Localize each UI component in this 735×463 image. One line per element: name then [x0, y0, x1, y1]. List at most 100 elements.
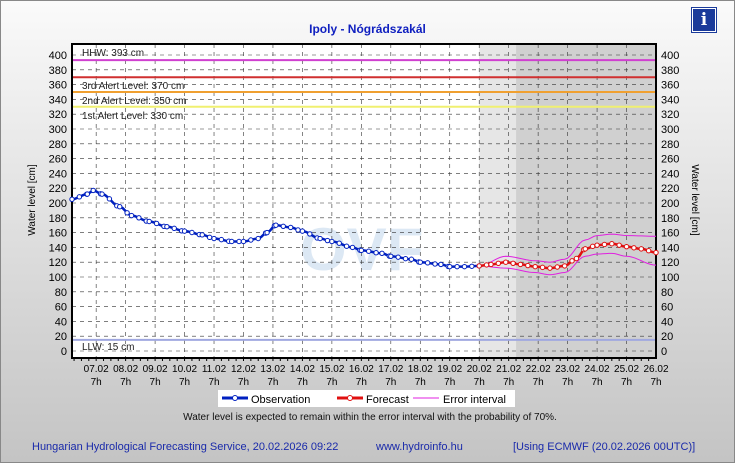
y-tick-left: 80 [55, 287, 67, 299]
forecast-point [645, 248, 652, 254]
y-tick-left: 100 [49, 272, 67, 284]
level-label: 2nd Alert Level: 350 cm [82, 96, 187, 107]
forecast-point [510, 260, 516, 267]
forecast-shading-dark [516, 44, 656, 358]
x-tick-hour: 7h [326, 377, 337, 388]
observation-point [236, 238, 242, 245]
observation-point [99, 191, 105, 197]
forecast-point [609, 241, 615, 247]
level-label: LLW: 15 cm [82, 342, 134, 353]
error-interval-upper [479, 233, 657, 267]
observation-point [366, 248, 372, 254]
y-tick-left: 220 [49, 183, 67, 195]
observation-point [402, 255, 409, 262]
observation-point [307, 231, 313, 237]
x-tick-date: 13.02 [260, 364, 285, 375]
y-tick-left: 160 [49, 228, 67, 240]
observation-point [324, 237, 331, 244]
observation-point [295, 227, 301, 233]
observation-point [287, 224, 294, 231]
x-tick-date: 25.02 [614, 364, 639, 375]
y-tick-right: 280 [661, 139, 679, 151]
x-tick-date: 21.02 [496, 364, 521, 375]
observation-point [181, 228, 188, 234]
y-tick-left: 280 [49, 139, 67, 151]
observation-point [255, 235, 261, 242]
forecast-point [569, 258, 575, 264]
footer-source: Hungarian Hydrological Forecasting Servi… [32, 441, 339, 453]
x-tick-hour: 7h [150, 377, 161, 388]
x-tick-date: 07.02 [84, 364, 109, 375]
y-tick-right: 60 [661, 302, 673, 314]
observation-point [124, 210, 130, 216]
x-tick-hour: 7h [650, 377, 661, 388]
observation-point [240, 238, 247, 245]
observation-point [218, 236, 225, 243]
x-tick-hour: 7h [474, 377, 485, 388]
y-tick-left: 180 [49, 213, 67, 225]
observation-point [76, 194, 83, 200]
observation-point [417, 259, 423, 265]
y-tick-left: 300 [49, 124, 67, 136]
x-tick-date: 09.02 [143, 364, 168, 375]
observation-point [171, 225, 177, 232]
observation-point [84, 191, 91, 197]
legend-box [218, 390, 515, 407]
forecast-point [582, 246, 588, 252]
x-tick-date: 12.02 [231, 364, 256, 375]
observation-point [447, 263, 453, 270]
y-tick-left: 20 [55, 331, 67, 343]
y-tick-right: 400 [661, 50, 679, 62]
forecast-point [488, 261, 494, 268]
x-tick-date: 26.02 [643, 364, 668, 375]
info-icon[interactable]: i [692, 8, 716, 32]
x-tick-hour: 7h [503, 377, 514, 388]
observation-point [106, 196, 113, 202]
x-tick-hour: 7h [91, 377, 102, 388]
x-tick-date: 14.02 [290, 364, 315, 375]
observation-point [69, 196, 75, 203]
forecast-point [594, 242, 600, 248]
observation-point [358, 247, 365, 254]
y-tick-left: 200 [49, 198, 67, 210]
observation-point [438, 261, 444, 268]
observation-point [128, 212, 135, 219]
observation-point [469, 263, 475, 269]
y-tick-left: 360 [49, 80, 67, 92]
forecast-point [517, 261, 524, 268]
x-tick-date: 18.02 [408, 364, 433, 375]
observation-point [299, 228, 306, 234]
y-tick-right: 220 [661, 183, 679, 195]
y-tick-left: 380 [49, 65, 67, 77]
y-tick-right: 0 [661, 346, 667, 358]
observation-point [388, 253, 394, 259]
observation-point [280, 223, 286, 230]
x-tick-hour: 7h [267, 377, 278, 388]
forecast-point [525, 262, 531, 269]
observation-point [424, 260, 431, 266]
y-axis-label-right: Water level [cm] [689, 164, 700, 236]
observation-point [343, 243, 350, 249]
x-tick-hour: 7h [179, 377, 190, 388]
x-tick-hour: 7h [444, 377, 455, 388]
forecast-point [589, 243, 596, 250]
forecast-shading-light [479, 44, 517, 358]
forecast-point [495, 260, 502, 267]
observation-point [273, 222, 279, 228]
legend-marker-0 [232, 395, 238, 401]
chart-title: Ipoly - Nógrádszakál [309, 22, 426, 36]
x-tick-hour: 7h [562, 377, 573, 388]
x-tick-hour: 7h [385, 377, 396, 388]
observation-point [373, 250, 379, 256]
footer-link[interactable]: www.hydroinfo.hu [376, 441, 463, 453]
observation-point [461, 263, 468, 270]
observation-point [395, 254, 401, 260]
y-tick-right: 80 [661, 287, 673, 299]
x-tick-hour: 7h [415, 377, 426, 388]
observation-point [153, 220, 160, 227]
x-tick-date: 23.02 [555, 364, 580, 375]
forecast-point [653, 249, 659, 256]
y-tick-left: 340 [49, 94, 67, 106]
observation-point [199, 232, 205, 238]
y-tick-left: 240 [49, 168, 67, 180]
